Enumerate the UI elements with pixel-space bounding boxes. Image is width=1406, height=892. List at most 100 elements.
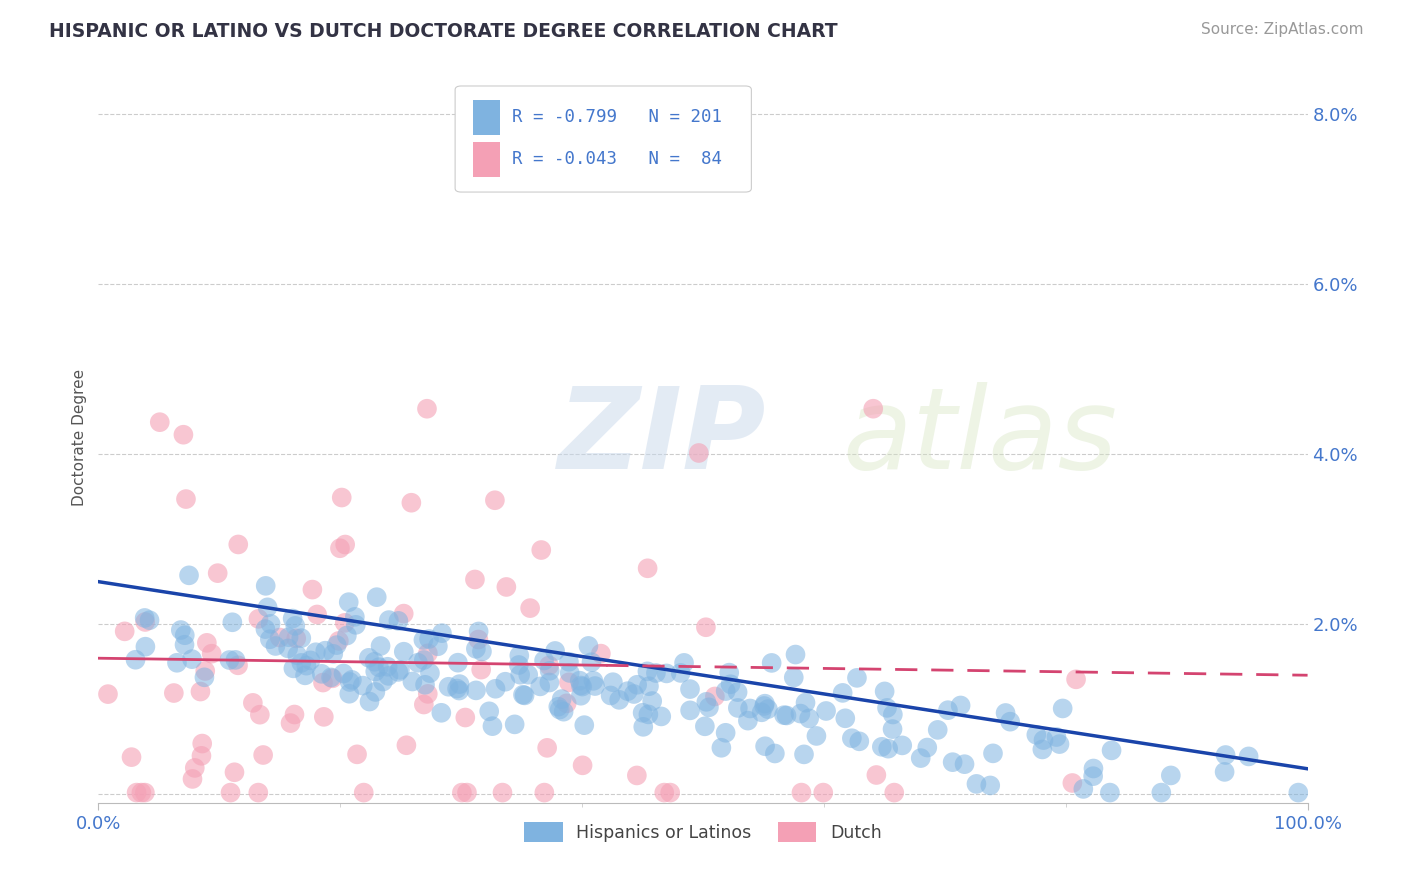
Hispanics or Latinos <box>626 678 648 692</box>
Hispanics or Latinos <box>1237 749 1260 764</box>
Hispanics or Latinos <box>368 660 391 674</box>
Hispanics or Latinos <box>714 726 737 740</box>
Hispanics or Latinos <box>412 653 434 667</box>
Dutch <box>688 446 710 460</box>
Dutch <box>280 716 302 731</box>
Hispanics or Latinos <box>290 656 312 670</box>
Hispanics or Latinos <box>834 711 856 725</box>
Y-axis label: Doctorate Degree: Doctorate Degree <box>72 368 87 506</box>
Hispanics or Latinos <box>446 681 468 696</box>
Dutch <box>652 786 675 800</box>
Hispanics or Latinos <box>1045 730 1067 744</box>
Hispanics or Latinos <box>254 622 277 636</box>
Dutch <box>207 566 229 581</box>
Hispanics or Latinos <box>277 630 299 644</box>
Hispanics or Latinos <box>254 579 277 593</box>
Text: Source: ZipAtlas.com: Source: ZipAtlas.com <box>1201 22 1364 37</box>
Hispanics or Latinos <box>277 641 299 656</box>
Dutch <box>1064 673 1087 687</box>
Hispanics or Latinos <box>364 665 387 679</box>
Hispanics or Latinos <box>841 731 863 746</box>
Hispanics or Latinos <box>412 632 434 647</box>
Hispanics or Latinos <box>177 568 200 582</box>
Hispanics or Latinos <box>751 706 773 720</box>
Hispanics or Latinos <box>831 686 853 700</box>
Hispanics or Latinos <box>494 674 516 689</box>
Dutch <box>312 675 335 690</box>
Hispanics or Latinos <box>503 717 526 731</box>
Hispanics or Latinos <box>484 681 506 696</box>
Hispanics or Latinos <box>1101 743 1123 757</box>
Dutch <box>121 750 143 764</box>
Hispanics or Latinos <box>419 666 441 681</box>
Dutch <box>538 658 561 673</box>
Dutch <box>190 748 212 763</box>
Dutch <box>456 786 478 800</box>
Hispanics or Latinos <box>553 705 575 719</box>
Hispanics or Latinos <box>789 706 811 721</box>
Hispanics or Latinos <box>775 708 797 723</box>
Dutch <box>301 582 323 597</box>
Hispanics or Latinos <box>547 699 569 714</box>
Hispanics or Latinos <box>773 708 796 723</box>
Hispanics or Latinos <box>571 680 593 694</box>
Hispanics or Latinos <box>693 719 716 733</box>
Dutch <box>454 710 477 724</box>
Hispanics or Latinos <box>413 678 436 692</box>
Hispanics or Latinos <box>633 720 655 734</box>
Dutch <box>333 615 356 630</box>
Hispanics or Latinos <box>655 666 678 681</box>
Hispanics or Latinos <box>352 679 374 693</box>
Hispanics or Latinos <box>343 610 366 624</box>
Hispanics or Latinos <box>449 683 471 698</box>
Dutch <box>412 698 434 712</box>
Hispanics or Latinos <box>979 779 1001 793</box>
Hispanics or Latinos <box>513 689 536 703</box>
Hispanics or Latinos <box>1286 786 1309 800</box>
Hispanics or Latinos <box>1083 762 1105 776</box>
Hispanics or Latinos <box>264 639 287 653</box>
Hispanics or Latinos <box>218 653 240 667</box>
Hispanics or Latinos <box>387 614 409 628</box>
Hispanics or Latinos <box>430 706 453 720</box>
Hispanics or Latinos <box>401 674 423 689</box>
Hispanics or Latinos <box>876 701 898 715</box>
Hispanics or Latinos <box>761 656 783 670</box>
Hispanics or Latinos <box>364 685 387 699</box>
Hispanics or Latinos <box>544 644 567 658</box>
Hispanics or Latinos <box>550 692 572 706</box>
Hispanics or Latinos <box>877 741 900 756</box>
Dutch <box>330 491 353 505</box>
Hispanics or Latinos <box>370 639 392 653</box>
Hispanics or Latinos <box>336 628 359 642</box>
Text: atlas: atlas <box>842 382 1118 492</box>
Hispanics or Latinos <box>845 671 868 685</box>
Hispanics or Latinos <box>322 647 344 661</box>
Hispanics or Latinos <box>714 684 737 698</box>
Hispanics or Latinos <box>785 648 807 662</box>
Hispanics or Latinos <box>357 650 380 665</box>
Hispanics or Latinos <box>377 669 399 683</box>
Hispanics or Latinos <box>224 653 246 667</box>
Hispanics or Latinos <box>641 694 664 708</box>
Hispanics or Latinos <box>259 632 281 647</box>
Hispanics or Latinos <box>377 659 399 673</box>
Hispanics or Latinos <box>754 739 776 754</box>
Hispanics or Latinos <box>124 653 146 667</box>
Hispanics or Latinos <box>636 665 658 679</box>
Dutch <box>555 697 578 711</box>
Hispanics or Latinos <box>569 689 592 703</box>
Dutch <box>172 427 194 442</box>
Hispanics or Latinos <box>616 684 638 698</box>
Dutch <box>1062 776 1084 790</box>
Hispanics or Latinos <box>891 739 914 753</box>
Dutch <box>226 658 249 673</box>
Dutch <box>194 664 217 678</box>
Hispanics or Latinos <box>882 722 904 736</box>
Dutch <box>883 786 905 800</box>
Hispanics or Latinos <box>430 626 453 640</box>
Dutch <box>637 561 659 575</box>
Hispanics or Latinos <box>752 698 775 713</box>
Dutch <box>247 786 270 800</box>
Dutch <box>467 632 489 647</box>
